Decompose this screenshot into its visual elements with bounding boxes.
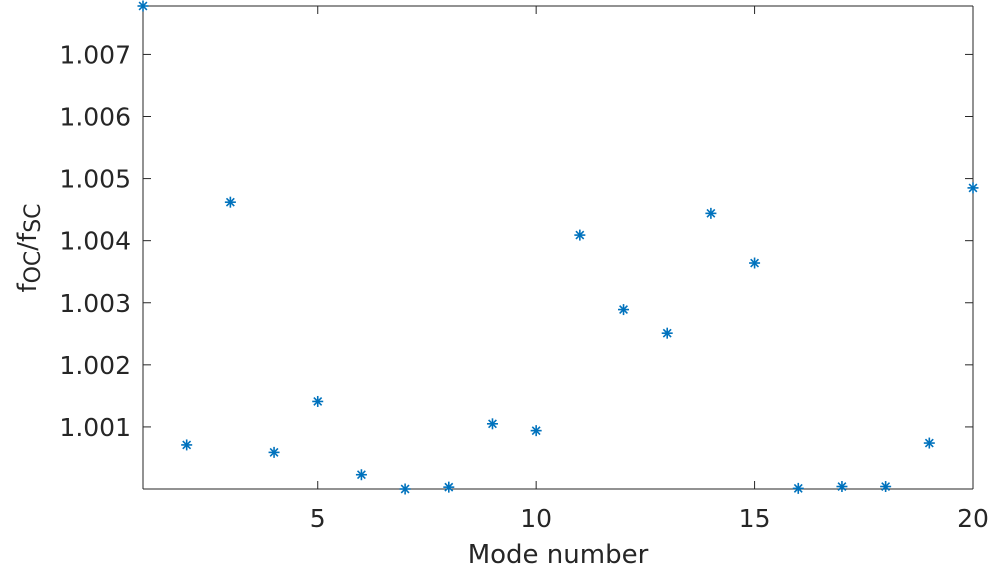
data-point-mode-7 bbox=[399, 483, 411, 495]
x-tick-label-1: 10 bbox=[520, 504, 552, 533]
data-point-mode-3 bbox=[224, 196, 236, 208]
y-tick-label-6: 1.007 bbox=[59, 40, 131, 69]
y-axis-label-sub-sc: SC bbox=[21, 203, 46, 232]
data-point-mode-16 bbox=[792, 482, 804, 494]
x-axis-label: Mode number bbox=[468, 540, 649, 566]
data-point-mode-2 bbox=[181, 439, 193, 451]
data-point-mode-6 bbox=[355, 469, 367, 481]
data-point-mode-9 bbox=[486, 418, 498, 430]
data-point-mode-13 bbox=[661, 327, 673, 339]
data-point-mode-19 bbox=[923, 437, 935, 449]
x-tick-label-3: 20 bbox=[957, 504, 989, 533]
ticks-group bbox=[143, 6, 974, 489]
data-point-mode-5 bbox=[312, 395, 324, 407]
y-tick-label-4: 1.005 bbox=[59, 165, 131, 194]
x-tick-label-0: 5 bbox=[310, 504, 326, 533]
data-point-mode-12 bbox=[618, 304, 630, 316]
y-tick-label-0: 1.001 bbox=[59, 413, 131, 442]
y-axis-label-sub-oc: OC bbox=[21, 251, 46, 284]
tick-labels-group: 5 10 15 20 1.001 1.002 1.003 1.004 1.005 1.006 1.0… bbox=[59, 40, 988, 533]
data-point-mode-17 bbox=[836, 481, 848, 493]
y-axis-label-slash: /f bbox=[13, 232, 43, 251]
x-tick-label-2: 15 bbox=[739, 504, 771, 533]
axes-frame bbox=[142, 5, 974, 490]
data-points-group bbox=[137, 0, 979, 495]
data-point-mode-20 bbox=[967, 182, 979, 194]
data-point-mode-4 bbox=[268, 446, 280, 458]
y-axis-label-base: f bbox=[13, 283, 43, 293]
y-axis-label: fOC/fSC bbox=[13, 203, 46, 292]
data-point-mode-15 bbox=[749, 257, 761, 269]
y-tick-label-1: 1.002 bbox=[59, 351, 131, 380]
data-point-mode-11 bbox=[574, 229, 586, 241]
data-point-mode-14 bbox=[705, 207, 717, 219]
y-tick-label-3: 1.004 bbox=[59, 227, 131, 256]
y-tick-label-2: 1.003 bbox=[59, 289, 131, 318]
data-point-mode-10 bbox=[530, 425, 542, 437]
data-point-mode-8 bbox=[443, 481, 455, 493]
data-point-mode-1 bbox=[137, 0, 149, 12]
y-tick-label-5: 1.006 bbox=[59, 103, 131, 132]
data-point-mode-18 bbox=[880, 481, 892, 493]
